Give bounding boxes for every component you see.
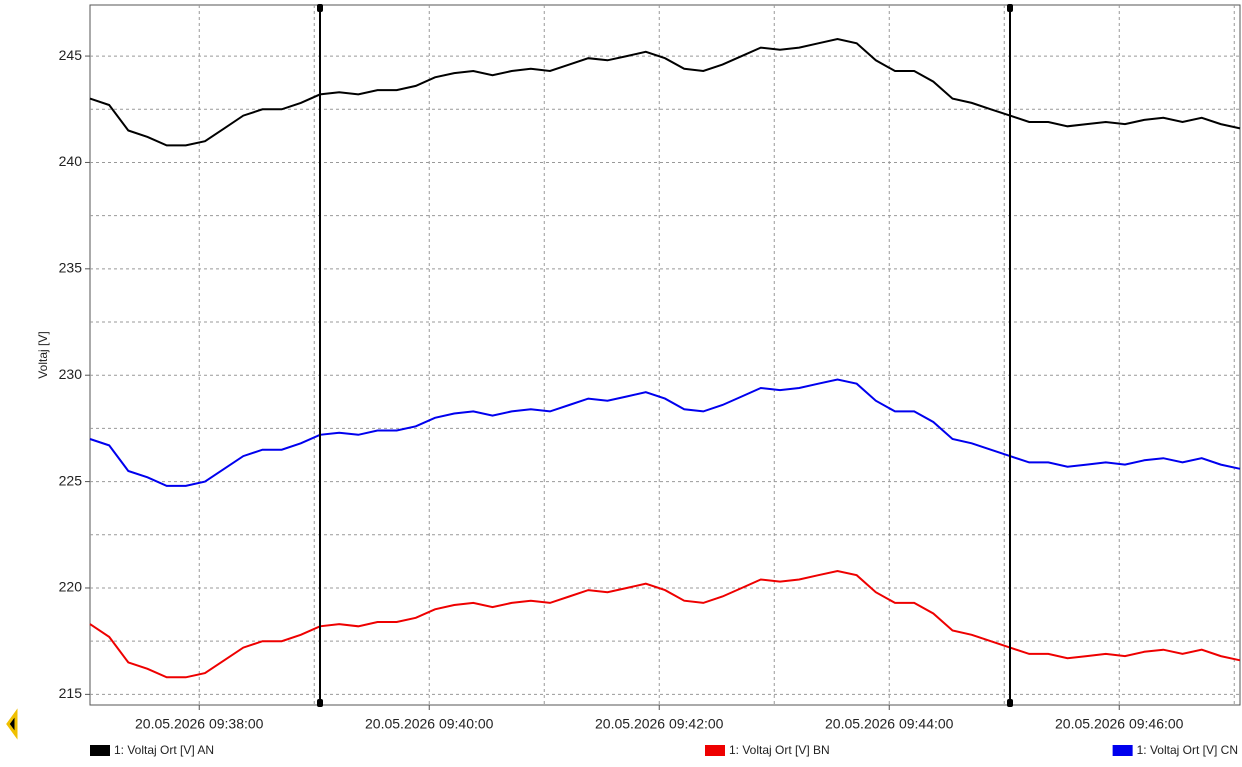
legend-label: 1: Voltaj Ort [V] CN <box>1137 743 1238 757</box>
series-line <box>89 569 1241 679</box>
y-tick-label: 215 <box>59 685 83 701</box>
cursor-handle <box>317 4 323 12</box>
x-tick-label: 20.05.2026 09:46:00 <box>1055 716 1184 732</box>
series-line <box>89 378 1241 487</box>
x-tick-label: 20.05.2026 09:42:00 <box>595 716 724 732</box>
x-tick-label: 20.05.2026 09:44:00 <box>825 716 954 732</box>
y-tick-label: 220 <box>59 579 83 595</box>
series-line <box>89 37 1241 147</box>
legend-label: 1: Voltaj Ort [V] BN <box>729 743 830 757</box>
y-axis-label: Voltaj [V] <box>36 331 50 378</box>
cursor-handle <box>1007 4 1013 12</box>
scroll-left-button[interactable] <box>6 708 18 740</box>
y-tick-label: 235 <box>59 260 83 276</box>
y-tick-label: 225 <box>59 472 83 488</box>
legend-swatch <box>705 745 725 756</box>
legend-swatch <box>1112 745 1133 756</box>
x-tick-label: 20.05.2026 09:40:00 <box>365 716 494 732</box>
legend-swatch <box>90 745 110 756</box>
y-tick-label: 230 <box>59 366 83 382</box>
legend-label: 1: Voltaj Ort [V] AN <box>114 743 214 757</box>
y-tick-label: 240 <box>59 153 83 169</box>
y-tick-label: 245 <box>59 47 83 63</box>
cursor-handle <box>317 699 323 707</box>
cursor-handle <box>1007 699 1013 707</box>
x-tick-label: 20.05.2026 09:38:00 <box>135 716 264 732</box>
